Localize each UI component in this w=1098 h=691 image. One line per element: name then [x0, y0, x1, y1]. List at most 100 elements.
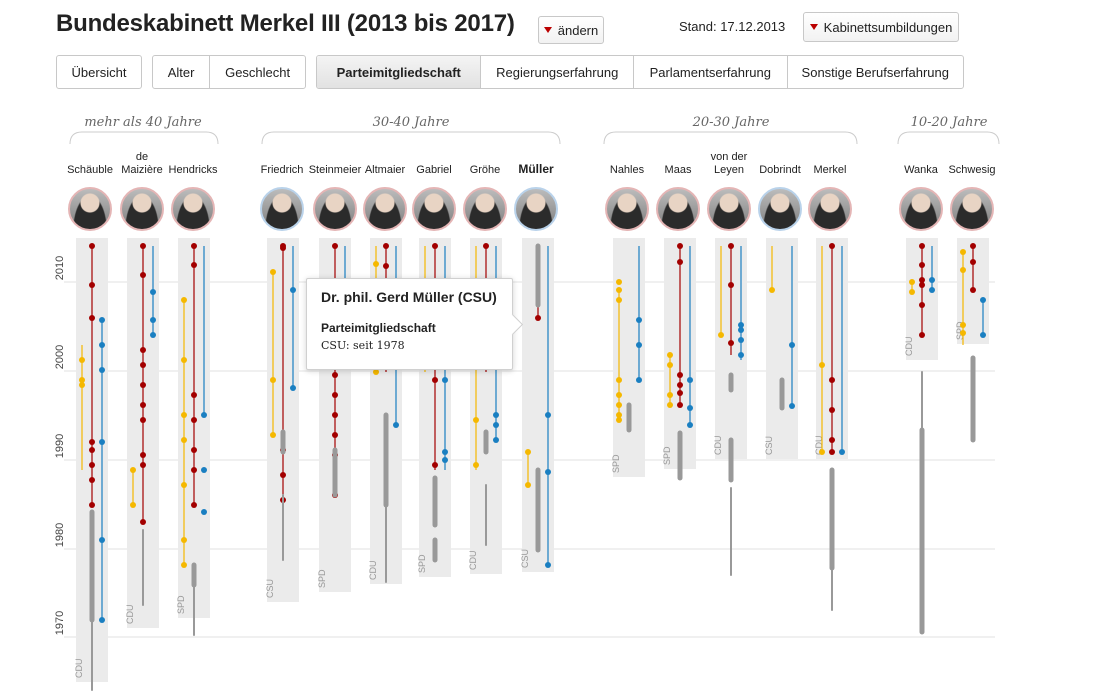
- party_office-dot: [140, 243, 146, 249]
- reshuffle-button[interactable]: Kabinettsumbildungen: [803, 12, 959, 42]
- tab-gender[interactable]: Geschlecht: [209, 56, 305, 88]
- minister-name[interactable]: Dobrindt: [759, 164, 801, 176]
- party-label: CDU: [74, 659, 84, 679]
- party_office-dot: [280, 245, 286, 251]
- age-group-label: 30-40 Jahre: [372, 115, 450, 130]
- party_office-dot: [332, 432, 338, 438]
- parliament-dot: [442, 377, 448, 383]
- minister-name-selected[interactable]: Müller: [518, 162, 554, 176]
- party_office-dot: [383, 263, 389, 269]
- party_office-dot: [677, 402, 683, 408]
- age-group-bracket: [603, 131, 858, 145]
- minister-name[interactable]: Gröhe: [469, 164, 501, 176]
- minister-name[interactable]: Schwesig: [948, 164, 996, 176]
- minister-name[interactable]: von der Leyen: [711, 151, 748, 177]
- party-label: SPD: [317, 569, 327, 588]
- government-dot: [181, 357, 187, 363]
- minister-name-line: de: [135, 151, 149, 163]
- dropdown-triangle-icon: [543, 27, 552, 33]
- party_office-dot: [191, 392, 197, 398]
- minister-name[interactable]: Hendricks: [168, 164, 218, 176]
- government-dot: [960, 330, 966, 336]
- change-cabinet-button[interactable]: ändern: [538, 16, 604, 44]
- minister-name[interactable]: Merkel: [813, 164, 847, 176]
- party_office-dot: [919, 277, 925, 283]
- minister-name[interactable]: Steinmeier: [308, 164, 362, 176]
- avatar[interactable]: [260, 187, 304, 231]
- minister-name[interactable]: Altmaier: [364, 164, 406, 176]
- party_office-dot: [191, 502, 197, 508]
- parliament-dot: [290, 287, 296, 293]
- party_office-dot: [140, 347, 146, 353]
- avatar[interactable]: [363, 187, 407, 231]
- avatar-selected[interactable]: [514, 187, 558, 231]
- avatar[interactable]: [313, 187, 357, 231]
- minister-name[interactable]: de Maizière: [121, 151, 163, 177]
- y-tick-label: 1970: [54, 611, 66, 635]
- parliament-dot: [789, 342, 795, 348]
- party-label: CSU: [764, 436, 774, 455]
- avatar[interactable]: [605, 187, 649, 231]
- tab-parliament-experience[interactable]: Parlamentserfahrung: [633, 56, 787, 88]
- avatar[interactable]: [808, 187, 852, 231]
- government-dot: [909, 289, 915, 295]
- avatar[interactable]: [171, 187, 215, 231]
- parliament-dot: [493, 422, 499, 428]
- party_office-dot: [728, 282, 734, 288]
- party-label: CDU: [904, 337, 914, 357]
- parliament-dot: [201, 412, 207, 418]
- avatar[interactable]: [412, 187, 456, 231]
- tab-group-overview: Übersicht: [56, 55, 142, 89]
- party_office-dot: [332, 392, 338, 398]
- parliament-dot: [290, 385, 296, 391]
- party_office-dot: [332, 412, 338, 418]
- minister-name[interactable]: Wanka: [904, 164, 938, 176]
- government-dot: [616, 417, 622, 423]
- tab-other-experience[interactable]: Sonstige Berufserfahrung: [786, 56, 963, 88]
- party_office-dot: [140, 382, 146, 388]
- party_office-dot: [191, 447, 197, 453]
- government-dot: [667, 352, 673, 358]
- tab-party-membership[interactable]: Parteimitgliedschaft: [317, 56, 481, 88]
- avatar[interactable]: [463, 187, 507, 231]
- tooltip-value: CSU: seit 1978: [321, 339, 405, 352]
- party_office-dot: [677, 390, 683, 396]
- dropdown-triangle-icon: [809, 24, 818, 30]
- party_office-dot: [191, 467, 197, 473]
- minister-name[interactable]: Friedrich: [260, 164, 304, 176]
- party_office-dot: [483, 243, 489, 249]
- y-tick-label: 1990: [54, 434, 66, 458]
- government-dot: [181, 437, 187, 443]
- minister-name[interactable]: Schäuble: [67, 164, 113, 176]
- avatar[interactable]: [899, 187, 943, 231]
- party_office-dot: [919, 332, 925, 338]
- avatar[interactable]: [68, 187, 112, 231]
- party_office-dot: [970, 243, 976, 249]
- tab-age[interactable]: Alter: [167, 64, 195, 80]
- party_office-dot: [332, 372, 338, 378]
- parliament-dot: [99, 439, 105, 445]
- government-dot: [667, 362, 673, 368]
- parliament-dot: [980, 332, 986, 338]
- party_office-dot: [432, 243, 438, 249]
- minister-name[interactable]: Maas: [664, 164, 692, 176]
- avatar[interactable]: [758, 187, 802, 231]
- government-dot: [616, 412, 622, 418]
- tab-group-experience: Parteimitgliedschaft Regierungserfahrung…: [316, 55, 964, 89]
- avatar[interactable]: [656, 187, 700, 231]
- tab-government-experience[interactable]: Regierungserfahrung: [480, 56, 633, 88]
- parliament-dot: [636, 342, 642, 348]
- avatar[interactable]: [707, 187, 751, 231]
- party_office-dot: [89, 439, 95, 445]
- avatar[interactable]: [950, 187, 994, 231]
- minister-name[interactable]: Gabriel: [416, 164, 452, 176]
- minister-name[interactable]: Nahles: [609, 164, 645, 176]
- tab-overview[interactable]: Übersicht: [71, 64, 127, 80]
- avatar[interactable]: [120, 187, 164, 231]
- minister-name-line: Leyen: [714, 164, 744, 176]
- government-dot: [473, 462, 479, 468]
- tooltip-title: Dr. phil. Gerd Müller (CSU): [321, 289, 497, 305]
- party_office-dot: [89, 502, 95, 508]
- party_office-dot: [280, 472, 286, 478]
